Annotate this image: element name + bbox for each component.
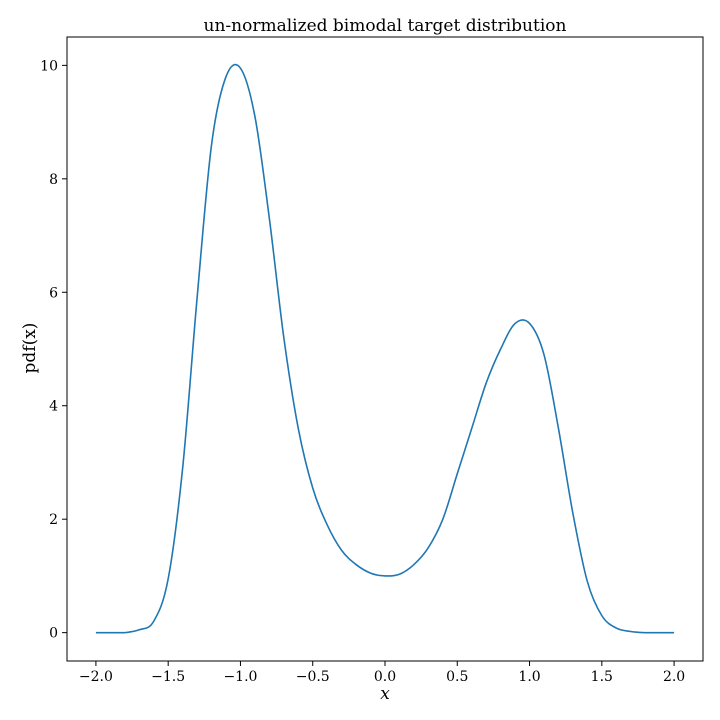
- y-tick-label: 6: [49, 285, 58, 301]
- x-tick-label: 0.0: [374, 669, 396, 685]
- plot-area: −2.0 −1.5 −1.0 −0.5 0.0 0.5 1.0 1.5 2.0 0 2 4 6 8 10: [40, 36, 704, 685]
- chart-title: un-normalized bimodal target distributio…: [204, 16, 567, 36]
- y-tick-label: 2: [49, 512, 58, 528]
- x-tick-label: 0.5: [446, 669, 468, 685]
- y-tick-label: 4: [49, 399, 58, 415]
- x-tick-label: −1.5: [151, 669, 185, 685]
- x-tick-label: −0.5: [296, 669, 330, 685]
- x-tick-label: −1.0: [223, 669, 257, 685]
- x-tick-label: 2.0: [663, 669, 685, 685]
- y-tick-label: 10: [40, 58, 58, 74]
- x-tick-label: −2.0: [79, 669, 113, 685]
- pdf-line: [95, 63, 675, 634]
- x-tick-label: 1.0: [518, 669, 540, 685]
- x-tick-label: 1.5: [591, 669, 613, 685]
- y-axis-label: pdf(x): [20, 323, 40, 374]
- axes-frame: [66, 36, 704, 662]
- y-tick-label: 8: [49, 172, 58, 188]
- y-tick-label: 0: [49, 626, 58, 642]
- x-axis-label: x: [380, 684, 390, 704]
